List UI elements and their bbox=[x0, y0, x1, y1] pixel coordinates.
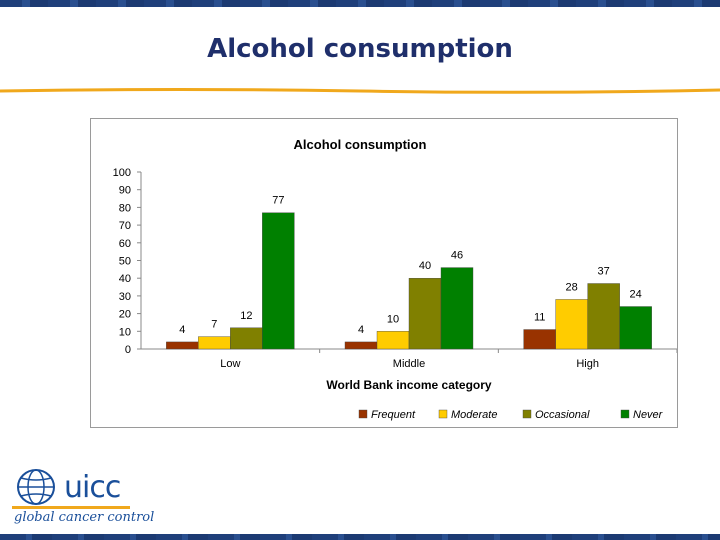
y-tick-label: 100 bbox=[113, 167, 131, 179]
y-tick-label: 20 bbox=[119, 309, 131, 321]
x-axis-title: World Bank income category bbox=[326, 378, 491, 392]
legend-label-moderate: Moderate bbox=[451, 409, 497, 421]
bottom-decorative-rule bbox=[0, 534, 720, 540]
bar-never-low bbox=[262, 212, 295, 350]
bar-chart: Alcohol consumption 0 10 20 30 40 50 60 70 80 90 10… bbox=[113, 137, 677, 421]
data-label: 4 bbox=[179, 324, 185, 336]
data-label: 37 bbox=[598, 266, 610, 278]
logo-wordmark: uicc bbox=[64, 470, 121, 505]
globe-icon bbox=[17, 469, 55, 505]
bar-occasional-high bbox=[587, 283, 620, 350]
logo-tagline: global cancer control bbox=[14, 510, 155, 525]
y-tick-label: 50 bbox=[119, 256, 131, 268]
bar-moderate-low bbox=[198, 336, 231, 350]
data-label: 7 bbox=[211, 319, 217, 331]
bar-never-high bbox=[619, 306, 652, 350]
y-tick-label: 40 bbox=[119, 273, 131, 285]
data-label: 28 bbox=[566, 281, 578, 293]
slide-title: Alcohol consumption bbox=[207, 34, 513, 64]
data-label: 77 bbox=[272, 195, 284, 207]
uicc-logo: uicc global cancer control bbox=[12, 466, 154, 528]
legend-label-frequent: Frequent bbox=[371, 409, 416, 421]
data-label: 4 bbox=[358, 324, 364, 336]
y-tick-label: 30 bbox=[119, 291, 131, 303]
x-tick-label: Low bbox=[220, 358, 240, 370]
y-tick-label: 60 bbox=[119, 238, 131, 250]
data-label: 12 bbox=[240, 310, 252, 322]
data-label: 24 bbox=[630, 289, 642, 301]
data-label: 40 bbox=[419, 260, 431, 272]
legend-swatch-moderate bbox=[438, 409, 448, 419]
y-tick-label: 0 bbox=[125, 344, 131, 356]
bar-frequent-high bbox=[523, 329, 556, 350]
y-tick-label: 90 bbox=[119, 185, 131, 197]
legend-swatch-occasional bbox=[522, 409, 532, 419]
data-label: 11 bbox=[534, 312, 545, 324]
legend-label-occasional: Occasional bbox=[535, 409, 590, 421]
bar-moderate-high bbox=[555, 299, 588, 350]
chart-frame: Alcohol consumption 0 10 20 30 40 50 60 70 80 90 10… bbox=[90, 118, 678, 428]
y-tick-label: 80 bbox=[119, 202, 131, 214]
logo-underline bbox=[12, 506, 130, 509]
title-underline bbox=[0, 88, 720, 94]
bar-moderate-middle bbox=[376, 331, 410, 350]
bar-frequent-low bbox=[166, 341, 199, 350]
bar-occasional-middle bbox=[408, 277, 442, 350]
top-decorative-rule bbox=[0, 0, 720, 7]
legend-label-never: Never bbox=[633, 409, 664, 421]
y-tick-label: 10 bbox=[119, 326, 131, 338]
data-label: 46 bbox=[451, 250, 463, 262]
legend-swatch-frequent bbox=[358, 409, 368, 419]
x-tick-label: High bbox=[576, 358, 599, 370]
bar-never-middle bbox=[440, 267, 474, 350]
x-tick-label: Middle bbox=[393, 358, 425, 370]
chart-title: Alcohol consumption bbox=[294, 137, 427, 152]
data-label: 10 bbox=[387, 313, 399, 325]
bar-frequent-middle bbox=[344, 341, 378, 350]
legend-swatch-never bbox=[620, 409, 630, 419]
y-tick-label: 70 bbox=[119, 220, 131, 232]
bar-occasional-low bbox=[230, 327, 263, 350]
